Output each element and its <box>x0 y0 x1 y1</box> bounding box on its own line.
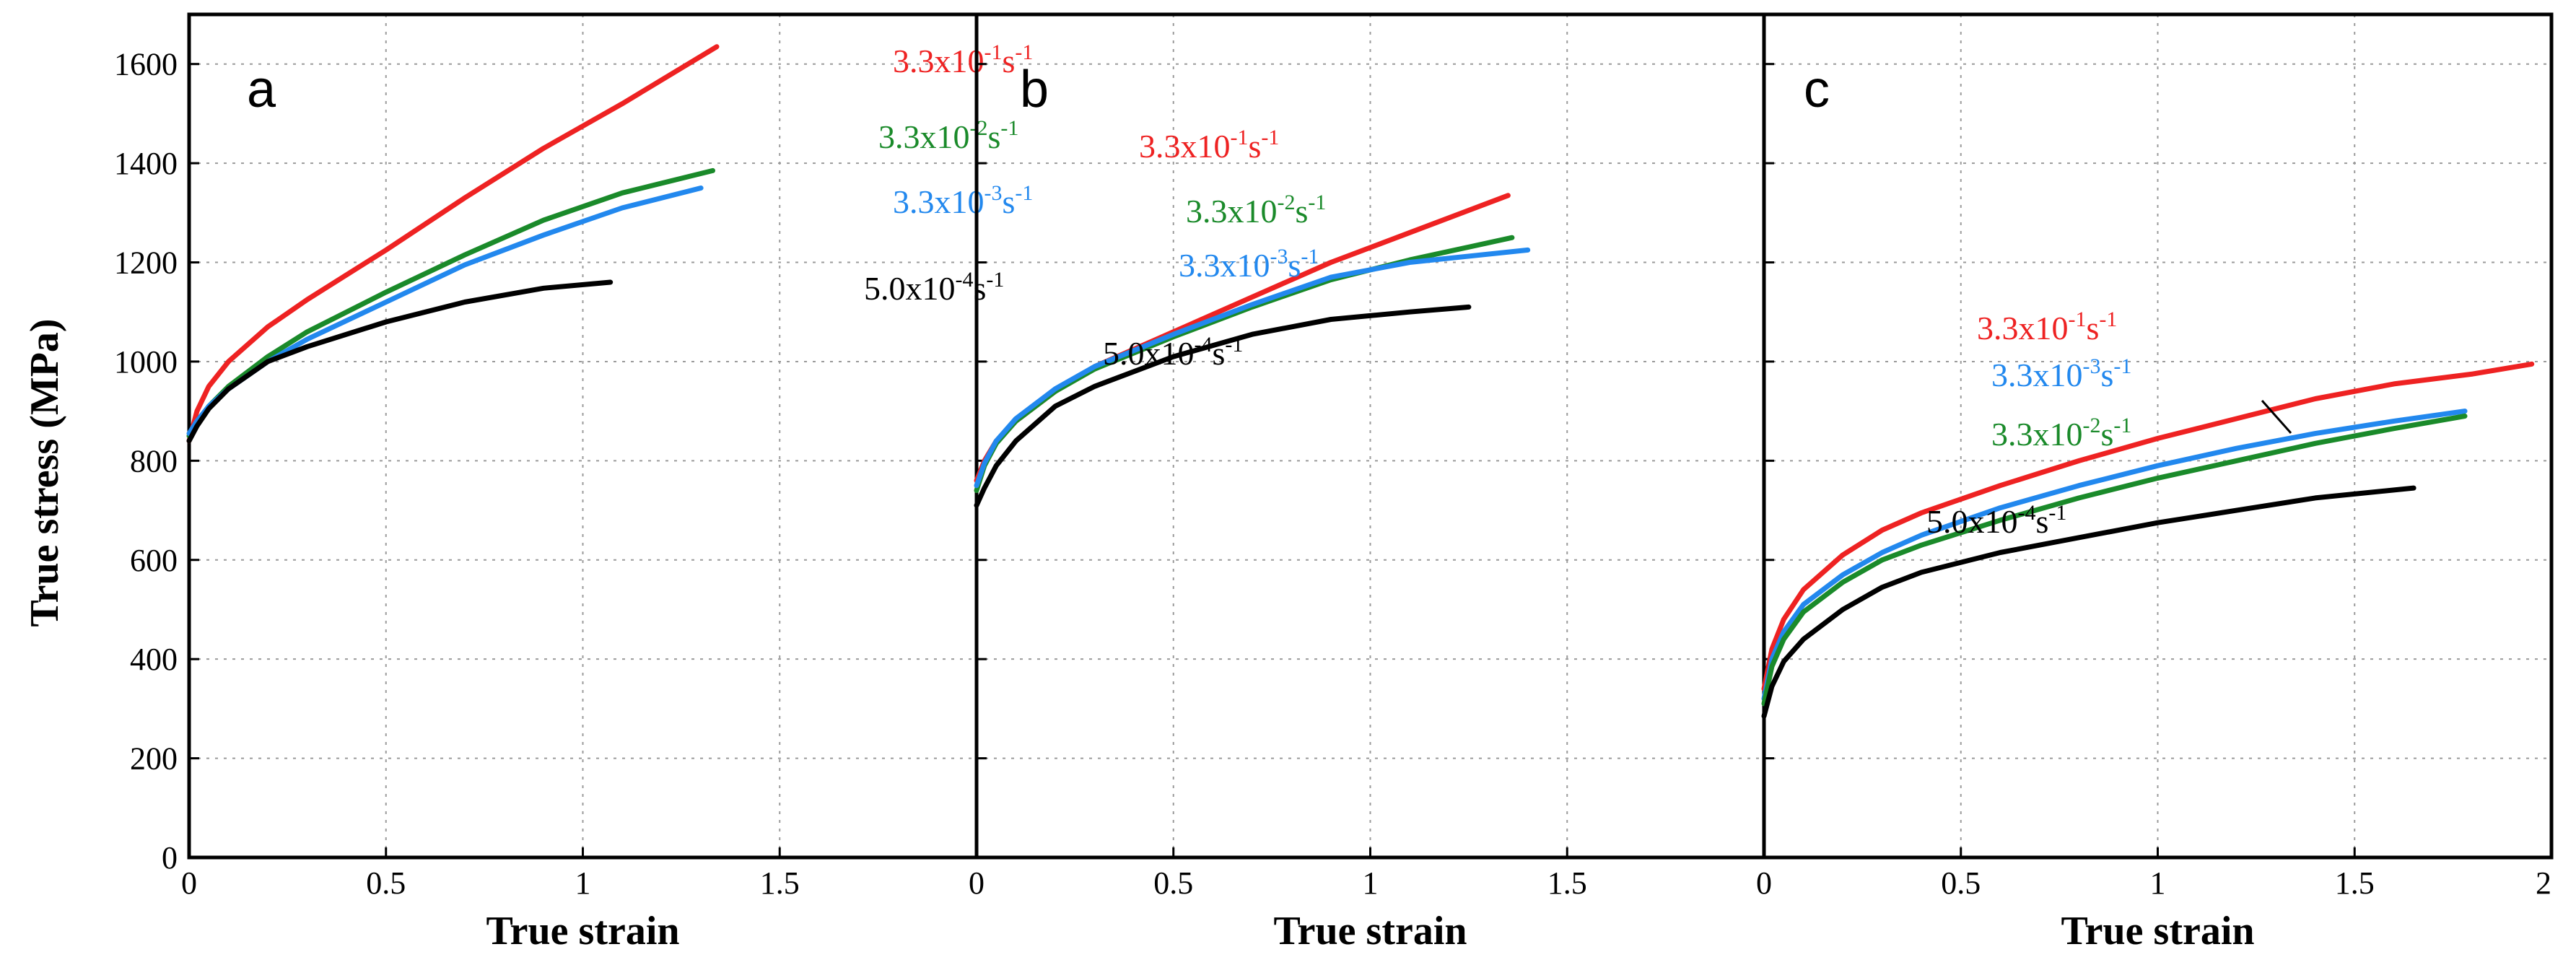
y-tick-label: 1400 <box>114 146 178 181</box>
series-line <box>186 44 720 444</box>
series-label: 3.3x10-1s-1 <box>1139 126 1279 165</box>
series-line <box>186 185 704 437</box>
y-tick-label: 1000 <box>114 344 178 380</box>
plot-frame <box>187 12 979 860</box>
x-axis-title: True strain <box>1273 909 1467 953</box>
series-label: 3.3x10-3s-1 <box>1991 354 2131 393</box>
series-label: 3.3x10-1s-1 <box>1977 307 2117 346</box>
panel-c: 0 0.5 1 1.5 2 True strain c 3.3x10-1s-1 3.3x10-3… <box>1756 12 2554 953</box>
x-tick-label: 1 <box>1363 865 1379 901</box>
series-line <box>974 247 1531 489</box>
series-line <box>1761 409 2468 702</box>
series-label: 5.0x10-4s-1 <box>864 268 1004 307</box>
y-tick-label: 200 <box>130 741 178 777</box>
series-label: 3.3x10-2s-1 <box>1991 414 2131 453</box>
series-label: 3.3x10-2s-1 <box>1186 191 1326 230</box>
series-line <box>1761 414 2468 707</box>
panel-letter: b <box>1020 61 1049 118</box>
x-axis-title: True strain <box>2061 909 2254 953</box>
series-label: 5.0x10-4s-1 <box>1103 333 1243 372</box>
series-line <box>1761 485 2416 719</box>
series-label: 3.3x10-1s-1 <box>893 40 1033 79</box>
x-tick-label: 0 <box>181 865 197 901</box>
x-axis-title: True strain <box>486 909 679 953</box>
panel-letter: a <box>247 61 276 118</box>
y-tick-label: 600 <box>130 543 178 578</box>
plot-frame <box>974 12 1766 860</box>
series-label: 3.3x10-2s-1 <box>878 116 1018 155</box>
series-line <box>1761 361 2535 691</box>
y-axis-title: True stress (MPa) <box>22 318 67 626</box>
y-tick-label: 800 <box>130 443 178 479</box>
series-line <box>186 279 614 444</box>
y-tick-label: 400 <box>130 642 178 677</box>
x-tick-label: 1 <box>575 865 591 901</box>
x-tick-label: 1.5 <box>1547 865 1587 901</box>
x-tick-label: 0 <box>1756 865 1772 901</box>
x-tick-label: 0.5 <box>1941 865 1981 901</box>
label-leader-line <box>2261 400 2292 434</box>
panel-b: 0 0.5 1 1.5 True strain b 3.3x10-1s-1 3.3x10-2s… <box>969 12 1766 953</box>
x-tick-label: 0.5 <box>1153 865 1193 901</box>
panel-a: 0 0.5 1 1.5 0 200 400 600 800 1000 1200 1400 1600 Tru… <box>114 12 1033 953</box>
x-tick-label: 0 <box>969 865 984 901</box>
y-tick-label: 1600 <box>114 47 178 82</box>
series-label: 3.3x10-3s-1 <box>893 181 1033 220</box>
x-tick-label: 1 <box>2150 865 2166 901</box>
x-tick-label: 0.5 <box>366 865 406 901</box>
series-label: 5.0x10-4s-1 <box>1926 501 2066 540</box>
series-line <box>974 304 1472 508</box>
y-tick-label: 1200 <box>114 245 178 281</box>
y-tick-label: 0 <box>162 840 178 876</box>
series-label: 3.3x10-3s-1 <box>1179 245 1319 284</box>
x-tick-label: 1.5 <box>2335 865 2375 901</box>
x-tick-label: 1.5 <box>760 865 800 901</box>
x-tick-label: 2 <box>2536 865 2551 901</box>
panel-letter: c <box>1804 61 1830 118</box>
